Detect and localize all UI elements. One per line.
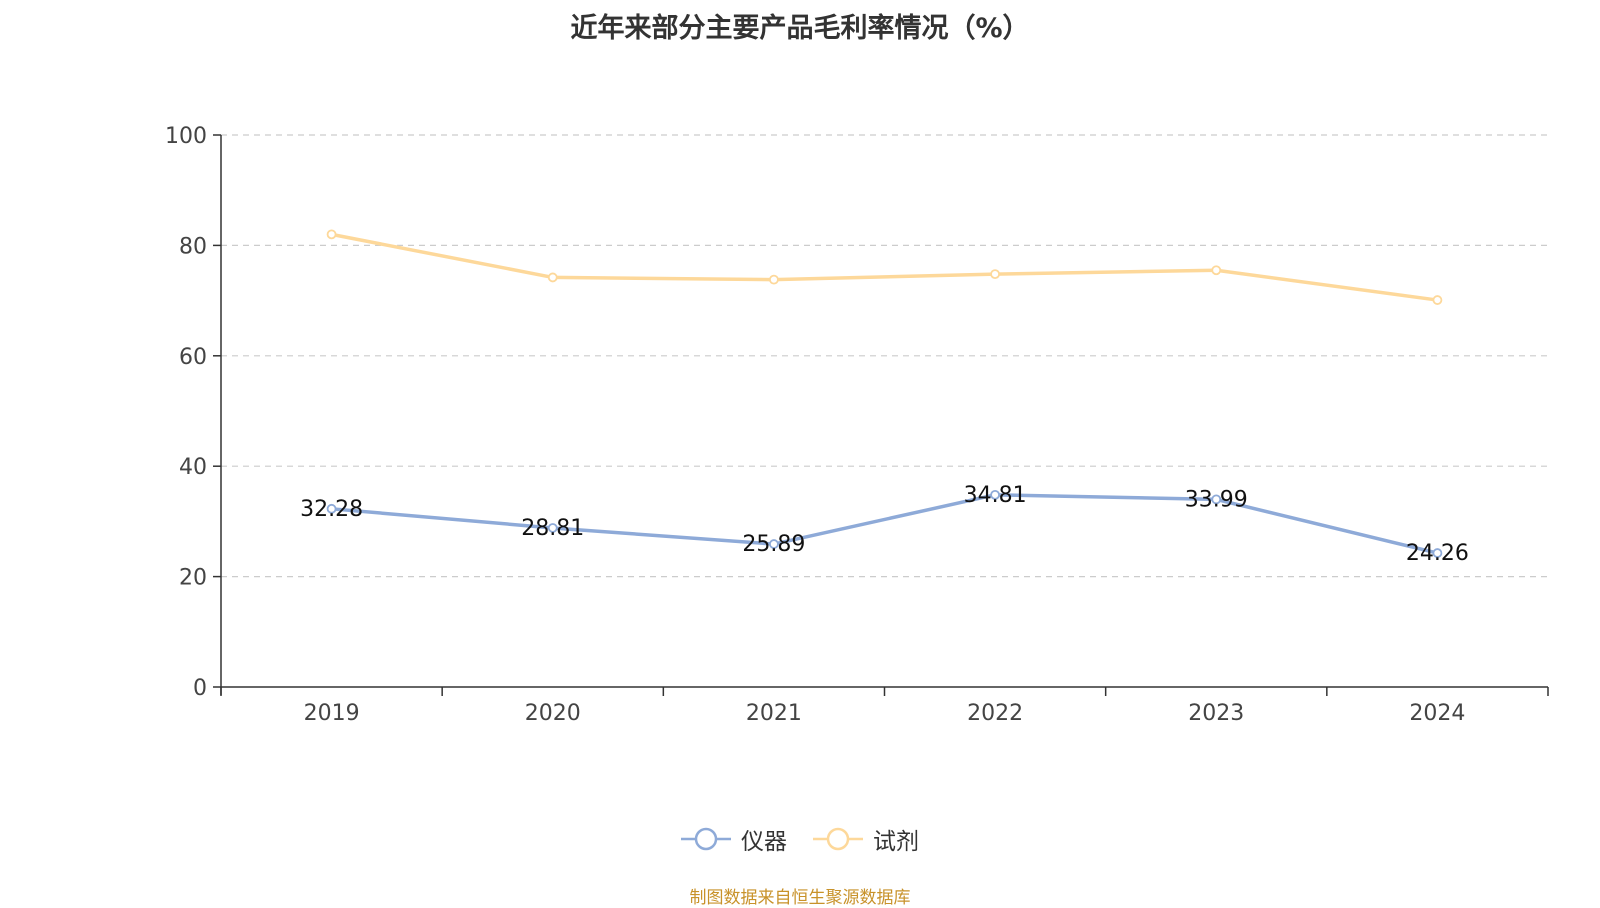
data-point-reagent <box>1211 265 1222 276</box>
legend-line-circle-icon <box>813 827 863 851</box>
series-line-instrument <box>331 493 1438 555</box>
legend-item-reagent[interactable]: 试剂 <box>813 822 919 856</box>
y-tick-label: 20 <box>179 566 207 591</box>
x-tick-label: 2024 <box>1409 701 1465 726</box>
x-tick-label: 2019 <box>304 701 360 726</box>
data-point-instrument <box>769 539 779 549</box>
legend-label-reagent: 试剂 <box>873 829 919 855</box>
data-point-reagent <box>547 272 558 283</box>
y-tick-label: 100 <box>165 124 207 149</box>
x-tick-label: 2022 <box>967 701 1023 726</box>
x-tick-label: 2020 <box>525 701 581 726</box>
legend-label-instrument: 仪器 <box>741 829 787 855</box>
x-tick-label: 2023 <box>1188 701 1244 726</box>
data-label-instrument: 32.28 <box>300 497 363 522</box>
data-label-instrument: 25.89 <box>742 532 805 557</box>
data-point-reagent <box>990 269 1000 280</box>
y-tick-label: 0 <box>193 676 207 701</box>
data-point-reagent <box>326 229 337 240</box>
data-label-instrument: 28.81 <box>521 516 584 541</box>
chart-title: 近年来部分主要产品毛利率情况（%） <box>570 13 1030 44</box>
data-point-instrument <box>1432 548 1443 558</box>
y-tick-label: 80 <box>179 234 207 259</box>
data-point-instrument <box>326 503 337 514</box>
y-tick-label: 60 <box>179 345 207 370</box>
data-label-instrument: 24.26 <box>1406 541 1469 566</box>
data-point-reagent <box>769 274 779 285</box>
y-tick-label: 40 <box>179 455 207 480</box>
series-line-reagent <box>331 232 1438 302</box>
data-point-instrument <box>990 489 1000 500</box>
data-point-reagent <box>1432 295 1443 305</box>
data-label-instrument: 33.99 <box>1185 487 1248 512</box>
x-tick-label: 2021 <box>746 701 802 726</box>
source-note: 制图数据来自恒生聚源数据库 <box>689 888 911 908</box>
legend: 仪器 试剂 <box>0 822 1600 856</box>
legend-item-instrument[interactable]: 仪器 <box>681 822 787 856</box>
data-label-instrument: 34.81 <box>964 483 1027 508</box>
legend-line-circle-icon <box>681 827 731 851</box>
data-point-instrument <box>547 523 558 533</box>
data-point-instrument <box>1211 494 1222 505</box>
